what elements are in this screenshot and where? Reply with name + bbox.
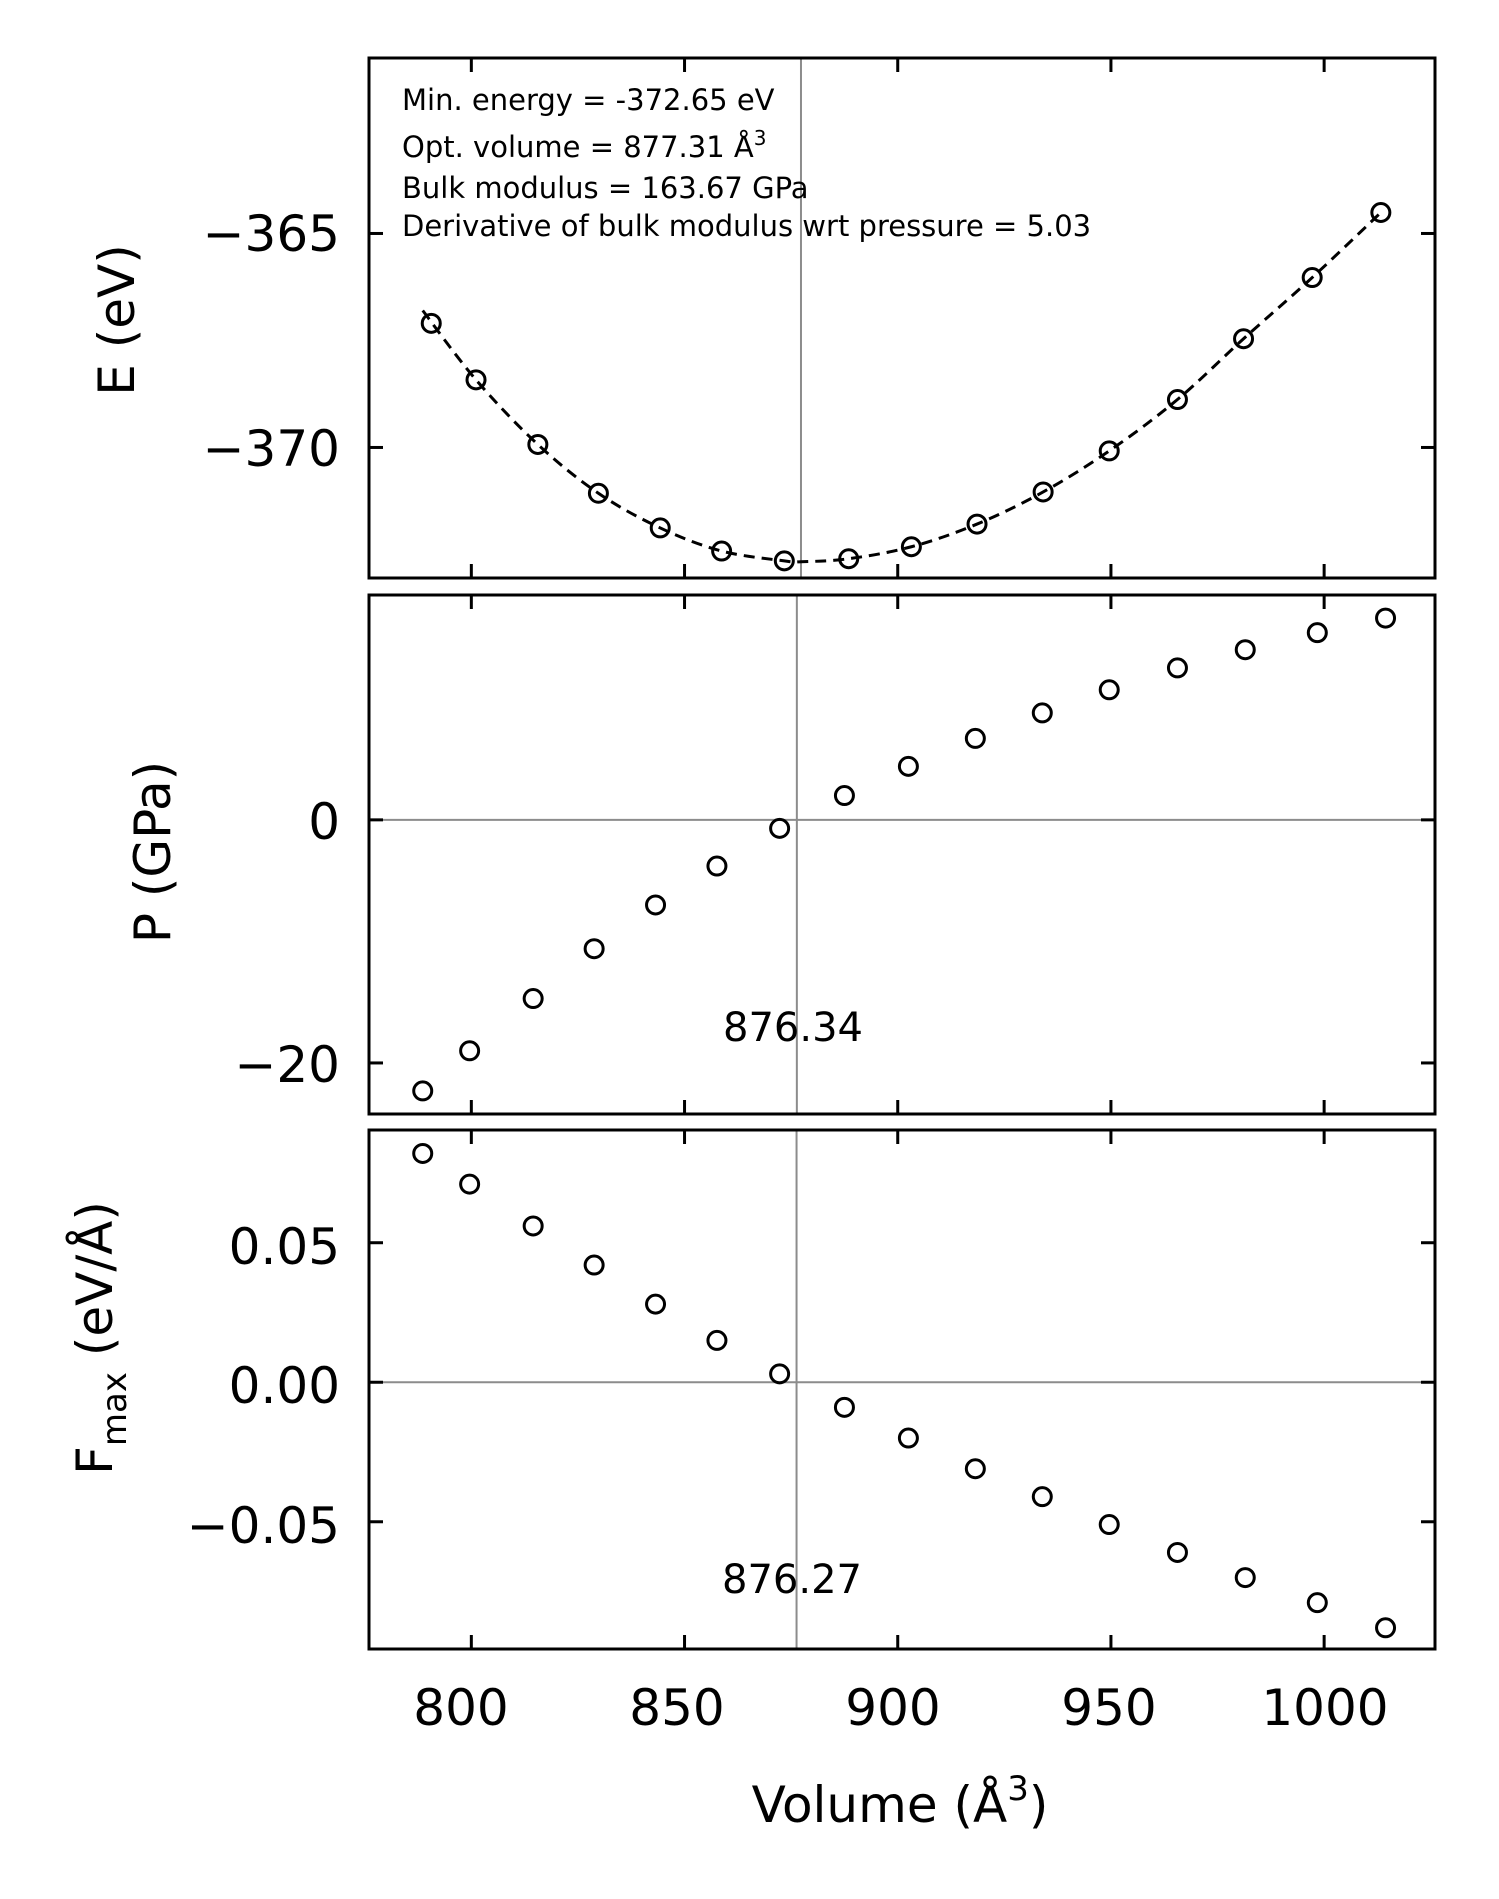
- energy-plot-frame: [367, 56, 1437, 580]
- annotation-min-energy: Min. energy = -372.65 eV: [402, 83, 775, 117]
- pressure-data-point: [833, 785, 855, 807]
- force-ticks: [369, 1130, 1435, 1649]
- pressure-crossing-label: 876.34: [723, 1005, 863, 1051]
- annotation-bulk-derivative: Derivative of bulk modulus wrt pressure …: [402, 209, 1091, 243]
- force-data-point: [897, 1427, 919, 1449]
- energy-data-point: [1098, 440, 1120, 462]
- force-ytick-label: 0.00: [229, 1357, 340, 1415]
- force-data-point: [1098, 1514, 1120, 1536]
- force-ylabel: Fmax (eV/Å): [66, 1201, 135, 1475]
- energy-data-point: [1233, 328, 1255, 350]
- pressure-data-point: [1375, 607, 1397, 629]
- xtick-label: 900: [845, 1679, 940, 1737]
- pressure-ylabel: P (GPa): [124, 761, 182, 943]
- force-panel: −0.05 0.00 0.05 800 850 900 950 1000 Vol…: [66, 1128, 1437, 1834]
- force-data-point: [706, 1329, 728, 1351]
- energy-ytick-label: −370: [203, 420, 340, 478]
- pressure-ytick-labels: −20 0: [234, 793, 340, 1094]
- energy-ytick-label: −365: [203, 205, 340, 263]
- force-data-point: [1306, 1592, 1328, 1614]
- force-data-point: [583, 1254, 605, 1276]
- force-ytick-label: −0.05: [187, 1497, 340, 1555]
- pressure-data-point: [706, 855, 728, 877]
- energy-data-point: [1370, 202, 1392, 224]
- energy-ticks: [369, 58, 1435, 578]
- annotation-bulk-modulus: Bulk modulus = 163.67 GPa: [402, 171, 809, 205]
- force-data-point: [645, 1293, 667, 1315]
- energy-ytick-labels: −370 −365: [203, 205, 340, 478]
- energy-markers: [420, 202, 1392, 572]
- annotation-opt-volume: Opt. volume = 877.31 Å3: [402, 126, 766, 164]
- energy-data-point: [1032, 481, 1054, 503]
- xtick-labels: 800 850 900 950 1000: [413, 1679, 1388, 1737]
- energy-data-point: [1301, 267, 1323, 289]
- force-data-point: [769, 1363, 791, 1385]
- energy-data-point: [649, 517, 671, 539]
- pressure-data-point: [964, 727, 986, 749]
- force-markers: [412, 1142, 1397, 1639]
- pressure-data-point: [897, 755, 919, 777]
- pressure-data-point: [412, 1080, 434, 1102]
- pressure-data-point: [1306, 622, 1328, 644]
- force-data-point: [1375, 1617, 1397, 1639]
- energy-data-point: [420, 312, 442, 334]
- pressure-data-point: [1234, 639, 1256, 661]
- energy-panel: −370 −365 E (eV) Min. energy = -372.65 e…: [88, 56, 1437, 580]
- energy-data-point: [838, 548, 860, 570]
- pressure-data-point: [1031, 702, 1053, 724]
- force-data-point: [459, 1173, 481, 1195]
- force-ytick-label: 0.05: [229, 1218, 340, 1276]
- force-data-point: [522, 1215, 544, 1237]
- pressure-panel: −20 0 P (GPa) 876.34: [124, 593, 1437, 1116]
- pressure-ytick-label: 0: [308, 793, 340, 851]
- energy-annotations: Min. energy = -372.65 eV Opt. volume = 8…: [402, 83, 1091, 243]
- force-data-point: [964, 1458, 986, 1480]
- energy-data-point: [711, 540, 733, 562]
- energy-data-point: [1166, 389, 1188, 411]
- force-data-point: [1031, 1486, 1053, 1508]
- energy-ylabel: E (eV): [88, 244, 146, 395]
- pressure-markers: [412, 607, 1397, 1102]
- energy-data-point: [966, 513, 988, 535]
- pressure-data-point: [1098, 679, 1120, 701]
- xtick-label: 1000: [1261, 1679, 1388, 1737]
- volume-xlabel: Volume (Å3): [752, 1769, 1049, 1834]
- xtick-label: 850: [629, 1679, 724, 1737]
- pressure-data-point: [522, 988, 544, 1010]
- pressure-data-point: [1166, 657, 1188, 679]
- xtick-label: 950: [1061, 1679, 1156, 1737]
- pressure-plot-frame: [367, 593, 1437, 1116]
- pressure-data-point: [769, 817, 791, 839]
- energy-fit-curve: [421, 211, 1382, 564]
- energy-data-point: [527, 433, 549, 455]
- pressure-data-point: [645, 894, 667, 916]
- force-ytick-labels: −0.05 0.00 0.05: [187, 1218, 340, 1555]
- energy-data-point: [900, 536, 922, 558]
- force-data-point: [833, 1396, 855, 1418]
- xtick-label: 800: [413, 1679, 508, 1737]
- force-ref-lines: [369, 1130, 1435, 1649]
- pressure-ticks: [369, 595, 1435, 1114]
- force-plot-frame: [367, 1128, 1437, 1651]
- force-data-point: [1166, 1541, 1188, 1563]
- force-data-point: [412, 1142, 434, 1164]
- pressure-data-point: [583, 938, 605, 960]
- pressure-ref-lines: [369, 595, 1435, 1114]
- energy-data-point: [465, 369, 487, 391]
- energy-data-point: [587, 482, 609, 504]
- pressure-ytick-label: −20: [234, 1036, 340, 1094]
- force-data-point: [1234, 1567, 1256, 1589]
- energy-data-point: [773, 550, 795, 572]
- force-crossing-label: 876.27: [722, 1557, 862, 1603]
- pressure-data-point: [459, 1040, 481, 1062]
